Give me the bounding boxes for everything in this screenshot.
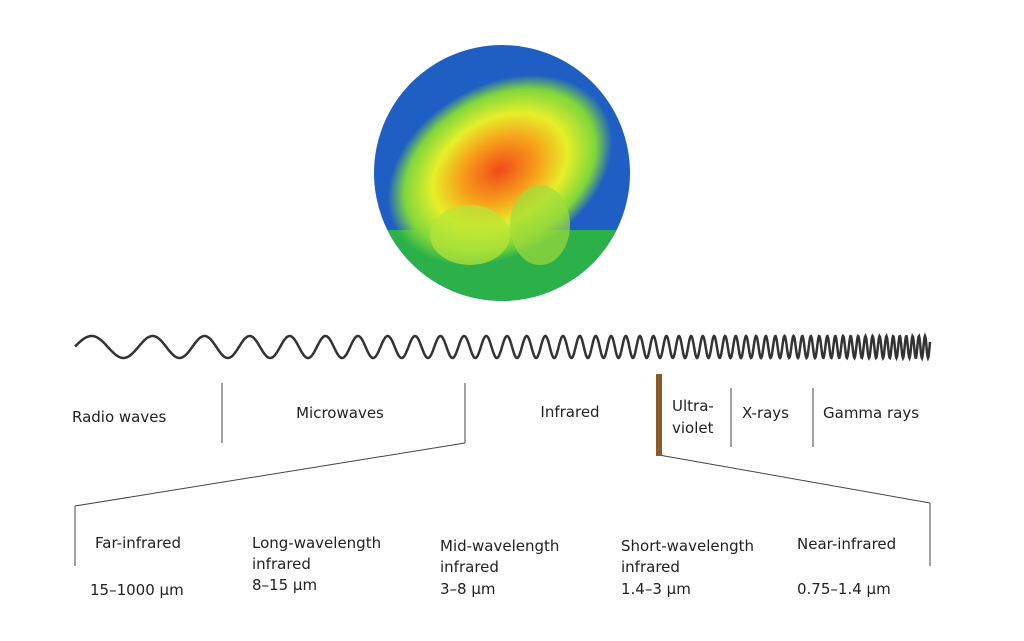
band-label: Microwaves bbox=[296, 404, 384, 422]
subband-label: infrared bbox=[440, 558, 499, 576]
wave bbox=[74, 332, 932, 362]
subband-range: 8–15 µm bbox=[252, 576, 317, 594]
subband-label: infrared bbox=[621, 558, 680, 576]
infrared-marker bbox=[656, 374, 662, 456]
subband-label: Near-infrared bbox=[797, 535, 896, 553]
band-label: Gamma rays bbox=[823, 404, 919, 422]
subband-label: Short-wavelength bbox=[621, 537, 754, 555]
subband-label: Long-wavelength bbox=[252, 534, 381, 552]
subband-range: 1.4–3 µm bbox=[621, 580, 691, 598]
subband-label: Mid-wavelength bbox=[440, 537, 559, 555]
subband-range: 0.75–1.4 µm bbox=[797, 580, 891, 598]
band-label: X-rays bbox=[742, 404, 789, 422]
subband-range: 15–1000 µm bbox=[90, 581, 184, 599]
band-label: violet bbox=[672, 419, 714, 437]
subband-label: Far-infrared bbox=[95, 534, 181, 552]
dividers bbox=[74, 383, 931, 566]
subband-label: infrared bbox=[252, 555, 311, 573]
band-label: Infrared bbox=[540, 403, 599, 421]
band-label: Radio waves bbox=[72, 408, 166, 426]
band-label: Ultra- bbox=[672, 397, 714, 415]
thermal-image bbox=[374, 45, 630, 301]
subband-range: 3–8 µm bbox=[440, 580, 496, 598]
